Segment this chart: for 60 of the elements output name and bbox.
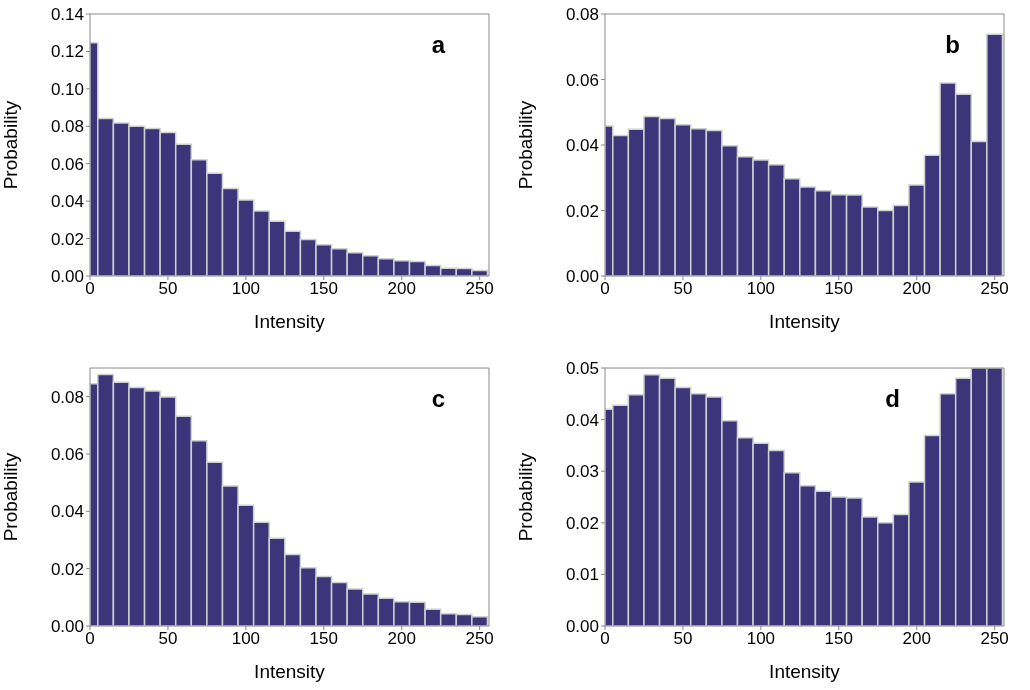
- y-axis-title: Probability: [514, 100, 536, 190]
- x-tick-label: 100: [231, 279, 261, 299]
- y-tick-label: 0.14: [50, 5, 84, 25]
- x-tick-label: 250: [465, 279, 494, 299]
- x-tick-label: 250: [980, 629, 1009, 649]
- y-tick-label: 0.08: [565, 5, 599, 25]
- y-tick-label: 0.04: [50, 502, 84, 522]
- y-tick-label: 0.04: [565, 410, 599, 430]
- annotation: c: [431, 385, 445, 413]
- x-tick-label: 0: [85, 279, 95, 299]
- y-tick-label: 0.04: [565, 136, 599, 156]
- y-tick-label: 0.10: [50, 79, 84, 99]
- x-tick-label: 150: [824, 629, 853, 649]
- x-tick-label: 200: [902, 279, 931, 299]
- x-axis-title: Intensity: [254, 311, 326, 332]
- x-tick-label: 50: [158, 279, 178, 299]
- annotation: b: [945, 31, 960, 59]
- y-tick-label: 0.01: [565, 565, 599, 585]
- x-axis-title: Intensity: [254, 661, 326, 682]
- x-tick-label: 200: [387, 629, 416, 649]
- y-tick-label: 0.03: [565, 462, 599, 482]
- y-tick-label: 0.06: [50, 445, 84, 465]
- y-tick-label: 0.08: [50, 387, 84, 407]
- x-tick-label: 0: [600, 279, 610, 299]
- x-tick-label: 0: [85, 629, 95, 649]
- x-tick-label: 250: [465, 629, 494, 649]
- x-tick-label: 150: [824, 279, 853, 299]
- y-tick-label: 0.02: [50, 229, 84, 249]
- x-tick-label: 150: [309, 629, 338, 649]
- y-tick-label: 0.02: [565, 201, 599, 221]
- y-tick-label: 0.05: [565, 359, 599, 379]
- annotation: a: [431, 31, 445, 59]
- x-tick-label: 150: [309, 279, 338, 299]
- y-tick-label: 0.00: [50, 617, 84, 637]
- y-tick-label: 0.04: [50, 192, 84, 212]
- x-tick-label: 250: [980, 279, 1009, 299]
- y-axis-title: Probability: [0, 100, 21, 190]
- y-tick-label: 0.02: [565, 513, 599, 533]
- y-tick-label: 0.00: [565, 617, 599, 637]
- y-axis-title: Probability: [514, 452, 536, 542]
- x-axis-title: Intensity: [769, 311, 841, 332]
- x-tick-label: 100: [746, 629, 776, 649]
- y-tick-label: 0.06: [565, 70, 599, 90]
- annotation: d: [885, 385, 900, 413]
- y-tick-label: 0.02: [50, 559, 84, 579]
- x-tick-label: 200: [387, 279, 416, 299]
- x-tick-label: 50: [158, 629, 178, 649]
- y-tick-label: 0.08: [50, 117, 84, 137]
- y-tick-label: 0.06: [50, 154, 84, 174]
- x-tick-label: 200: [902, 629, 931, 649]
- x-tick-label: 100: [746, 279, 776, 299]
- y-tick-label: 0.00: [50, 267, 84, 287]
- x-tick-label: 100: [231, 629, 261, 649]
- x-tick-label: 0: [600, 629, 610, 649]
- x-tick-label: 50: [673, 629, 693, 649]
- y-tick-label: 0.00: [565, 267, 599, 287]
- x-axis-title: Intensity: [769, 661, 841, 682]
- x-tick-label: 50: [673, 279, 693, 299]
- y-axis-title: Probability: [0, 452, 21, 542]
- y-tick-label: 0.12: [50, 42, 84, 62]
